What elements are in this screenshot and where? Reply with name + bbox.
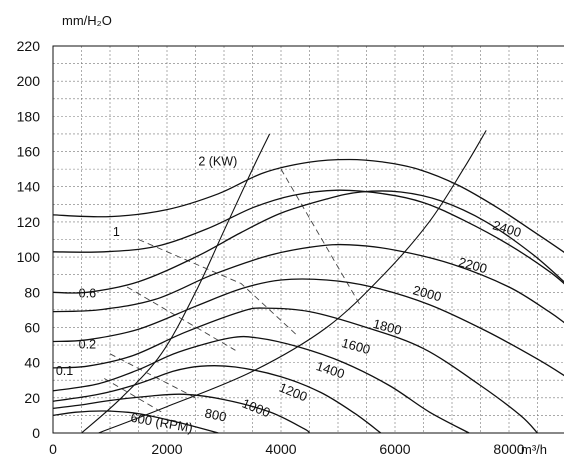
rpm-curve <box>52 393 310 434</box>
power-line-label: 0.2 <box>79 338 96 352</box>
rpm-curve-label: 1600 <box>340 335 372 357</box>
rpm-curve-label: 1000 <box>240 395 272 420</box>
rpm-curve <box>52 243 564 324</box>
rpm-curve <box>52 307 538 434</box>
rpm-curves <box>52 158 564 434</box>
y-tick-label: 120 <box>17 214 41 230</box>
rpm-curve-label: 2000 <box>411 282 443 304</box>
power-line-label: 1 <box>113 225 120 239</box>
power-line-label: 0.6 <box>79 287 96 301</box>
y-tick-label: 60 <box>24 319 40 335</box>
system-curve <box>81 133 271 434</box>
power-line <box>138 239 299 337</box>
system-curve <box>98 130 487 434</box>
power-lines <box>104 168 362 413</box>
power-line <box>126 286 236 351</box>
grid <box>53 46 564 433</box>
system-curves <box>81 130 487 434</box>
y-tick-label: 140 <box>17 179 41 195</box>
x-axis-unit: m³/h <box>521 442 547 457</box>
rpm-curve <box>52 189 564 285</box>
rpm-curve <box>52 190 564 294</box>
rpm-curve <box>52 365 382 434</box>
y-tick-label: 200 <box>17 73 41 89</box>
power-line-label: 0.1 <box>56 364 73 378</box>
x-tick-label: 6000 <box>379 441 410 457</box>
y-tick-label: 40 <box>24 355 40 371</box>
power-line-label: 2 (KW) <box>198 155 237 169</box>
x-tick-label: 8000 <box>493 441 524 457</box>
y-tick-label: 80 <box>24 284 40 300</box>
y-tick-label: 220 <box>17 38 41 54</box>
curve-labels: 600 (RPM) 800 1000120014001600180020002200… <box>56 155 523 436</box>
rpm-curve <box>52 158 564 253</box>
x-tick-label: 2000 <box>151 441 182 457</box>
rpm-curve-label: 800 <box>203 405 227 424</box>
rpm-curve <box>52 278 564 377</box>
power-line <box>280 168 362 307</box>
y-tick-label: 20 <box>24 390 40 406</box>
y-axis-unit: mm/H₂O <box>62 13 112 28</box>
power-line <box>104 378 162 413</box>
x-tick-label: 4000 <box>265 441 296 457</box>
rpm-curve-label: 600 (RPM) <box>129 410 194 436</box>
y-tick-label: 160 <box>17 144 41 160</box>
y-tick-label: 180 <box>17 108 41 124</box>
y-tick-label: 100 <box>17 249 41 265</box>
x-tick-label: 0 <box>49 441 57 457</box>
y-tick-label: 0 <box>32 425 40 441</box>
rpm-curve-label: 1800 <box>371 316 403 338</box>
rpm-curve <box>52 410 219 434</box>
rpm-curve-label: 2200 <box>457 254 489 276</box>
rpm-curve <box>52 335 470 434</box>
power-line <box>109 353 196 399</box>
rpm-curve-label: 1200 <box>277 380 309 405</box>
